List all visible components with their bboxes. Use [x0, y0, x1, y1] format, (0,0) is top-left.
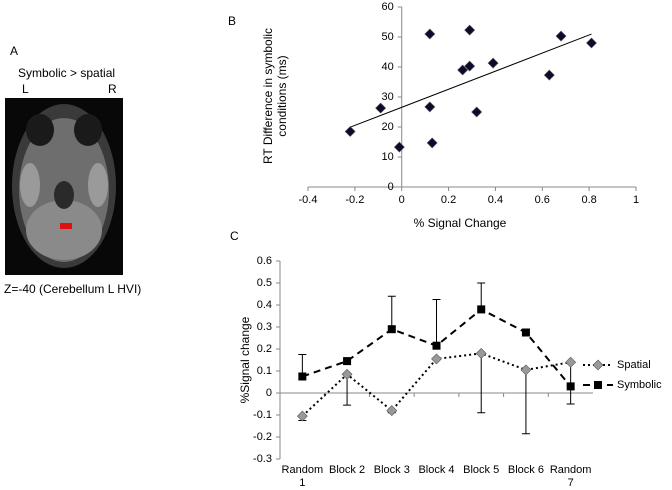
error-bar [477, 353, 486, 414]
legend-label: Symbolic [617, 379, 662, 391]
marker [386, 405, 398, 417]
x-tick-label: Block 4 [418, 464, 455, 476]
image-caption: Z=-40 (Cerebellum L HVI) [4, 282, 141, 296]
y-tick-label: 40 [381, 61, 393, 73]
x-tick-label: -0.2 [345, 194, 364, 206]
x-tick-label: Random 1 [281, 464, 324, 489]
x-axis-title: % Signal Change [413, 216, 507, 230]
right-label: R [108, 82, 117, 96]
x-tick-label: 0.6 [535, 194, 550, 206]
legend-marker [594, 381, 602, 389]
marker [375, 102, 387, 114]
marker [520, 364, 532, 376]
y-tick-label: 0 [388, 181, 394, 193]
y-axis-title: RT Difference in symbolic conditions (ms… [261, 27, 289, 165]
y-tick-label: -0.1 [253, 409, 272, 421]
marker [464, 60, 476, 72]
marker [464, 24, 476, 36]
marker [477, 305, 486, 314]
y-tick-label: 0.6 [257, 255, 272, 267]
x-tick-label: 0.4 [488, 194, 503, 206]
y-tick-label: 10 [381, 151, 393, 163]
marker [475, 347, 487, 359]
y-tick-label: 0.4 [257, 299, 272, 311]
marker [457, 64, 469, 76]
panel-label: A [10, 44, 18, 58]
marker [487, 57, 499, 69]
y-tick-label: 50 [381, 31, 393, 43]
x-tick-label: 0 [399, 194, 405, 206]
error-bar [387, 295, 396, 330]
y-tick-label: 0.2 [257, 343, 272, 355]
y-tick-label: -0.2 [253, 431, 272, 443]
y-tick-label: 60 [381, 1, 393, 13]
y-tick-label: 0 [266, 387, 272, 399]
panel-label: B [228, 14, 236, 28]
brain-image [5, 98, 123, 275]
error-bar [432, 299, 441, 346]
marker [555, 30, 567, 42]
x-tick-label: 1 [633, 194, 639, 206]
marker [341, 368, 353, 380]
marker [424, 28, 436, 40]
legend-marker [592, 359, 604, 371]
marker [566, 382, 575, 391]
x-tick-label: -0.4 [299, 194, 318, 206]
marker [431, 353, 442, 365]
x-tick-label: Block 3 [373, 464, 410, 476]
marker [586, 37, 597, 49]
marker [565, 356, 577, 368]
y-tick-label: 0.1 [257, 365, 272, 377]
marker [471, 106, 483, 118]
marker [387, 325, 396, 334]
marker [432, 341, 441, 350]
x-tick-label: 0.8 [581, 194, 596, 206]
marker [426, 137, 438, 149]
y-tick-label: 20 [381, 121, 393, 133]
marker [393, 141, 405, 153]
error-bar [477, 282, 486, 310]
x-tick-label: 0.2 [441, 194, 456, 206]
y-tick-label: 30 [381, 91, 393, 103]
x-tick-label: Random 7 [549, 464, 592, 489]
left-label: L [22, 82, 29, 96]
y-axis-title: %Signal change [238, 316, 252, 404]
y-tick-label: -0.3 [253, 453, 272, 465]
marker [344, 126, 356, 137]
marker [343, 357, 352, 366]
marker [424, 101, 436, 113]
x-tick-label: Block 6 [507, 464, 544, 476]
marker [543, 69, 555, 81]
y-tick-label: 0.5 [257, 277, 272, 289]
panel-title: Symbolic > spatial [18, 66, 115, 80]
x-tick-label: Block 5 [463, 464, 500, 476]
legend-label: Spatial [617, 359, 651, 371]
x-tick-label: Block 2 [329, 464, 366, 476]
panel-label: C [230, 229, 239, 243]
y-tick-label: 0.3 [257, 321, 272, 333]
marker [521, 328, 530, 337]
error-bar [521, 369, 530, 435]
marker [296, 410, 308, 422]
marker [298, 372, 307, 381]
trendline [349, 33, 592, 128]
